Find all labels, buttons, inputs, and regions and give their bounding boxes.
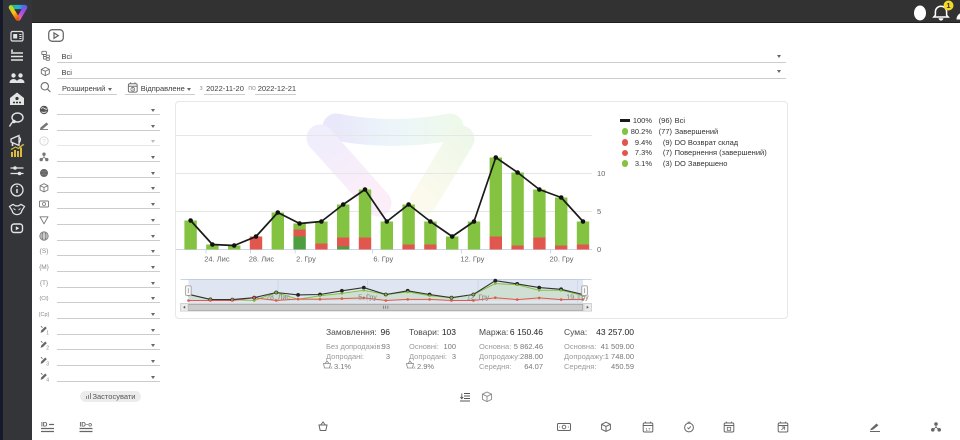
svg-text:10: 10 <box>597 169 605 178</box>
svg-text:ID: ID <box>41 422 48 429</box>
svg-text:28. Лис: 28. Лис <box>249 255 275 264</box>
svg-text:19. Гру: 19. Гру <box>566 295 589 302</box>
svg-text:?: ? <box>42 139 46 145</box>
svg-text:x: x <box>330 365 333 370</box>
svg-text:12. Гру: 12. Гру <box>467 295 490 302</box>
svg-text:17: 17 <box>645 427 651 432</box>
svg-text:2: 2 <box>46 346 49 352</box>
svg-text:{M}: {M} <box>39 264 50 271</box>
svg-text:1: 1 <box>46 331 49 337</box>
svg-text:6. Гру: 6. Гру <box>373 255 393 264</box>
svg-text:1: 1 <box>946 1 950 10</box>
svg-text:28. Лис: 28. Лис <box>266 295 290 302</box>
svg-text:{T}: {T} <box>40 280 49 287</box>
svg-text:x: x <box>413 365 416 370</box>
svg-text:12. Гру: 12. Гру <box>467 295 490 302</box>
svg-text:5: 5 <box>597 207 601 216</box>
svg-text:{Cp}: {Cp} <box>39 312 50 318</box>
svg-text:ID-o: ID-o <box>80 422 93 429</box>
svg-text:5. Гру: 5. Гру <box>358 295 377 302</box>
svg-text:28. Лис: 28. Лис <box>266 295 290 302</box>
svg-text:2. Гру: 2. Гру <box>296 255 316 264</box>
svg-text:{S}: {S} <box>40 248 50 255</box>
svg-text:20. Гру: 20. Гру <box>550 255 574 264</box>
svg-text:{Ct}: {Ct} <box>39 296 48 302</box>
svg-text:24. Лис: 24. Лис <box>204 255 230 264</box>
svg-text:4: 4 <box>46 378 49 384</box>
svg-text:0: 0 <box>597 245 601 254</box>
svg-text:19. Гру: 19. Гру <box>566 295 589 302</box>
svg-text:12. Гру: 12. Гру <box>460 255 484 264</box>
svg-text:3: 3 <box>46 362 49 368</box>
